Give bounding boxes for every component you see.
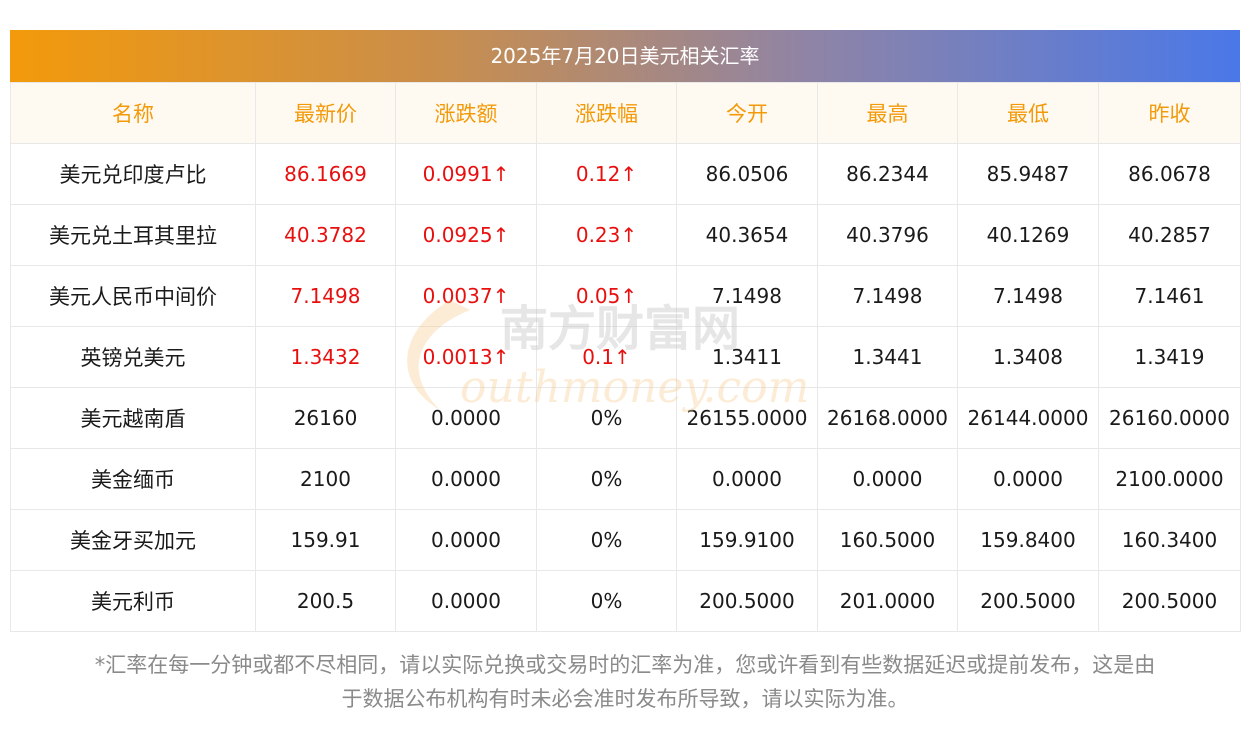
rates-table: 名称 最新价 涨跌额 涨跌幅 今开 最高 最低 昨收 美元兑印度卢比 86.166…: [10, 82, 1241, 632]
cell-pct: 0%: [536, 387, 677, 449]
cell-low: 200.5000: [957, 570, 1099, 632]
cell-change: 0.0991↑: [395, 143, 537, 205]
rates-panel: 2025年7月20日美元相关汇率 名称 最新价 涨跌额 涨跌幅 今开 最高 最低…: [10, 30, 1241, 632]
cell-name: 美元兑土耳其里拉: [10, 204, 256, 266]
table-row: 美元越南盾 26160 0.0000 0% 26155.0000 26168.0000 26…: [10, 387, 1241, 449]
col-header-high: 最高: [817, 82, 958, 144]
cell-open: 7.1498: [676, 265, 818, 327]
cell-name: 美元兑印度卢比: [10, 143, 256, 205]
cell-name: 美元人民币中间价: [10, 265, 256, 327]
disclaimer-line-1: *汇率在每一分钟或都不尽相同，请以实际兑换或交易时的汇率为准，您或许看到有些数据…: [94, 653, 1156, 677]
col-header-prev: 昨收: [1098, 82, 1241, 144]
cell-prev: 1.3419: [1098, 326, 1241, 388]
cell-name: 美金牙买加元: [10, 509, 256, 571]
cell-latest: 200.5: [255, 570, 396, 632]
cell-pct: 0.12↑: [536, 143, 677, 205]
table-row: 美金牙买加元 159.91 0.0000 0% 159.9100 160.5000 159.…: [10, 509, 1241, 571]
cell-latest: 26160: [255, 387, 396, 449]
cell-high: 201.0000: [817, 570, 958, 632]
cell-latest: 7.1498: [255, 265, 396, 327]
cell-latest: 40.3782: [255, 204, 396, 266]
cell-low: 26144.0000: [957, 387, 1099, 449]
cell-high: 1.3441: [817, 326, 958, 388]
cell-change: 0.0000: [395, 509, 537, 571]
table-header-row: 名称 最新价 涨跌额 涨跌幅 今开 最高 最低 昨收: [10, 82, 1241, 144]
cell-latest: 159.91: [255, 509, 396, 571]
cell-pct: 0.23↑: [536, 204, 677, 266]
table-row: 英镑兑美元 1.3432 0.0013↑ 0.1↑ 1.3411 1.3441 1.3408…: [10, 326, 1241, 388]
col-header-pct: 涨跌幅: [536, 82, 677, 144]
cell-open: 40.3654: [676, 204, 818, 266]
cell-high: 86.2344: [817, 143, 958, 205]
table-row: 美元兑印度卢比 86.1669 0.0991↑ 0.12↑ 86.0506 86.2344…: [10, 143, 1241, 205]
cell-high: 7.1498: [817, 265, 958, 327]
table-row: 美元兑土耳其里拉 40.3782 0.0925↑ 0.23↑ 40.3654 40.379…: [10, 204, 1241, 266]
cell-prev: 40.2857: [1098, 204, 1241, 266]
cell-name: 美金缅币: [10, 448, 256, 510]
cell-low: 85.9487: [957, 143, 1099, 205]
cell-low: 0.0000: [957, 448, 1099, 510]
cell-latest: 1.3432: [255, 326, 396, 388]
cell-open: 0.0000: [676, 448, 818, 510]
cell-name: 英镑兑美元: [10, 326, 256, 388]
cell-open: 1.3411: [676, 326, 818, 388]
cell-open: 86.0506: [676, 143, 818, 205]
cell-change: 0.0000: [395, 387, 537, 449]
cell-change: 0.0925↑: [395, 204, 537, 266]
cell-change: 0.0000: [395, 570, 537, 632]
cell-low: 159.8400: [957, 509, 1099, 571]
cell-high: 40.3796: [817, 204, 958, 266]
table-row: 美金缅币 2100 0.0000 0% 0.0000 0.0000 0.0000 2100.0…: [10, 448, 1241, 510]
cell-open: 26155.0000: [676, 387, 818, 449]
cell-prev: 160.3400: [1098, 509, 1241, 571]
cell-prev: 2100.0000: [1098, 448, 1241, 510]
cell-latest: 2100: [255, 448, 396, 510]
cell-pct: 0%: [536, 570, 677, 632]
col-header-open: 今开: [676, 82, 818, 144]
table-title: 2025年7月20日美元相关汇率: [10, 30, 1240, 82]
cell-prev: 26160.0000: [1098, 387, 1241, 449]
cell-open: 159.9100: [676, 509, 818, 571]
col-header-change: 涨跌额: [395, 82, 537, 144]
cell-open: 200.5000: [676, 570, 818, 632]
cell-low: 40.1269: [957, 204, 1099, 266]
cell-high: 0.0000: [817, 448, 958, 510]
cell-low: 1.3408: [957, 326, 1099, 388]
cell-name: 美元越南盾: [10, 387, 256, 449]
table-row: 美元人民币中间价 7.1498 0.0037↑ 0.05↑ 7.1498 7.1498 7.…: [10, 265, 1241, 327]
cell-low: 7.1498: [957, 265, 1099, 327]
cell-change: 0.0037↑: [395, 265, 537, 327]
col-header-name: 名称: [10, 82, 256, 144]
disclaimer-note: *汇率在每一分钟或都不尽相同，请以实际兑换或交易时的汇率为准，您或许看到有些数据…: [14, 648, 1236, 716]
col-header-low: 最低: [957, 82, 1099, 144]
cell-prev: 7.1461: [1098, 265, 1241, 327]
cell-change: 0.0000: [395, 448, 537, 510]
cell-prev: 86.0678: [1098, 143, 1241, 205]
cell-pct: 0%: [536, 509, 677, 571]
cell-pct: 0.05↑: [536, 265, 677, 327]
disclaimer-line-2: 于数据公布机构有时未必会准时发布所导致，请以实际为准。: [341, 687, 909, 711]
col-header-latest: 最新价: [255, 82, 396, 144]
table-row: 美元利币 200.5 0.0000 0% 200.5000 201.0000 200.500…: [10, 570, 1241, 632]
cell-high: 26168.0000: [817, 387, 958, 449]
cell-pct: 0%: [536, 448, 677, 510]
cell-high: 160.5000: [817, 509, 958, 571]
cell-prev: 200.5000: [1098, 570, 1241, 632]
cell-pct: 0.1↑: [536, 326, 677, 388]
cell-latest: 86.1669: [255, 143, 396, 205]
cell-name: 美元利币: [10, 570, 256, 632]
cell-change: 0.0013↑: [395, 326, 537, 388]
